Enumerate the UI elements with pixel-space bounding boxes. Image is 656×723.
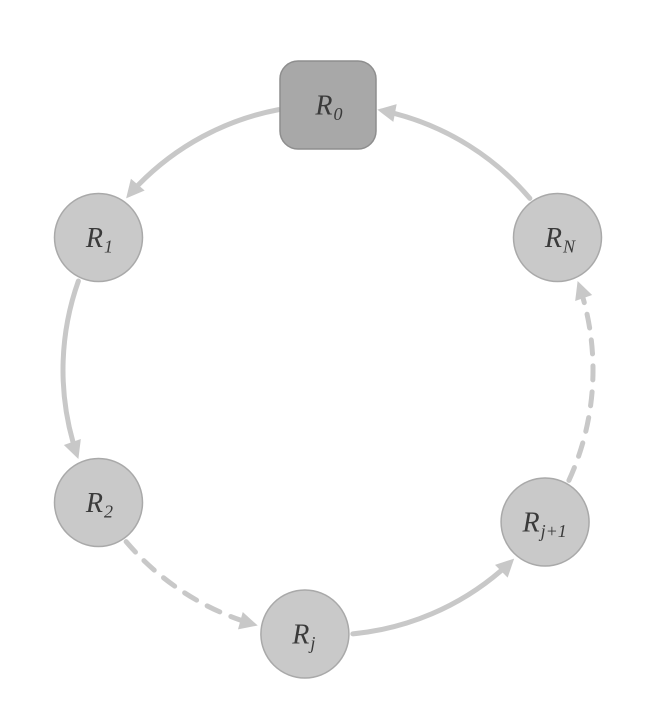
node-RN: RN — [513, 194, 601, 282]
node-label-sub-R0: 0 — [333, 104, 342, 124]
edge-RN-R0 — [395, 114, 530, 199]
node-label-sub-Rj: j — [308, 633, 315, 653]
node-label-sub-R2: 2 — [104, 502, 113, 522]
node-label-base-R1: R — [85, 223, 103, 254]
edge-Rj1-RN — [569, 298, 593, 480]
node-R2: R2 — [55, 459, 143, 547]
node-Rj: Rj — [261, 590, 349, 678]
edge-R0-R1 — [138, 110, 278, 185]
node-R0: R0 — [280, 61, 376, 149]
node-label-base-R2: R — [85, 488, 103, 519]
nodes-layer: R0R1R2RjRj+1RN — [55, 61, 602, 678]
edges-layer — [63, 104, 593, 634]
node-label-sub-Rj1: j+1 — [539, 521, 567, 541]
node-label-sub-RN: N — [562, 237, 576, 257]
ring-diagram: R0R1R2RjRj+1RN — [0, 0, 656, 723]
node-label-sub-R1: 1 — [104, 237, 113, 257]
node-label-base-RN: R — [544, 223, 562, 254]
node-R1: R1 — [55, 194, 143, 282]
edge-arrow-RN-R0 — [377, 104, 396, 122]
edge-Rj-Rj1 — [353, 571, 501, 634]
node-label-base-Rj: R — [291, 620, 309, 651]
node-label-base-R0: R — [314, 91, 332, 122]
node-Rj1: Rj+1 — [501, 478, 589, 566]
edge-R2-Rj — [126, 542, 240, 620]
edge-arrow-R2-Rj — [238, 612, 258, 629]
node-label-base-Rj1: R — [522, 508, 540, 539]
edge-R1-R2 — [63, 281, 78, 442]
